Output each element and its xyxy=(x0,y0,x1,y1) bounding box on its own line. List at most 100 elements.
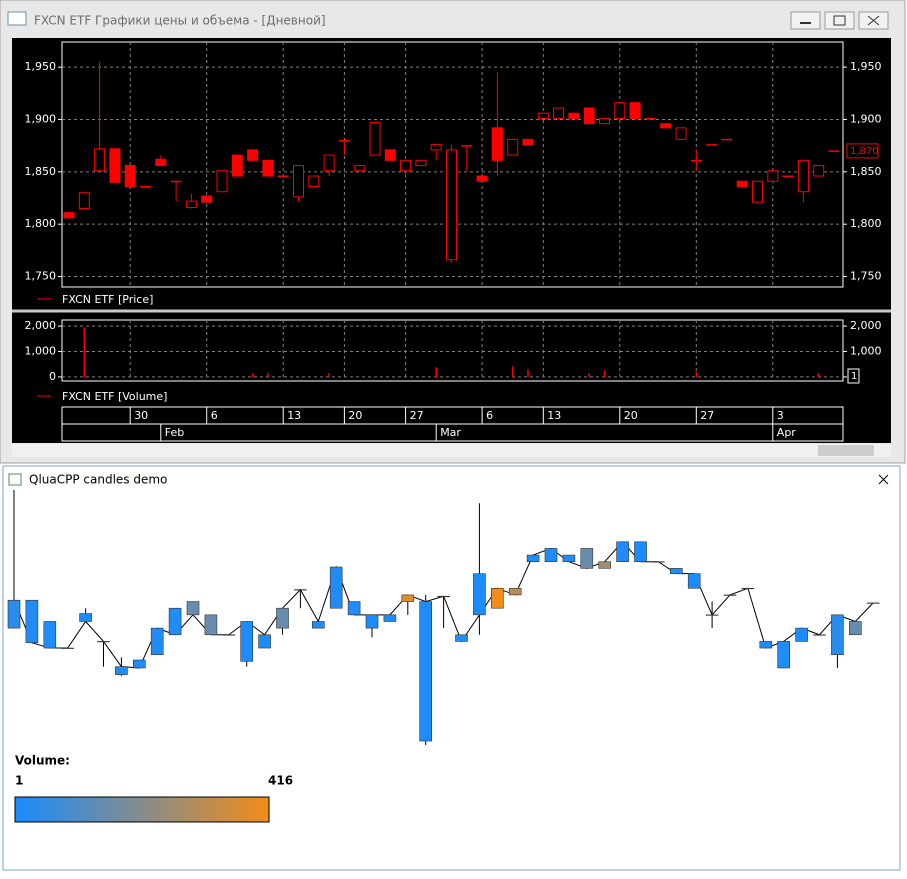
candle-body xyxy=(759,641,773,649)
window-icon xyxy=(7,11,27,26)
candle-body xyxy=(634,541,647,563)
candle-body xyxy=(583,107,595,125)
y-tick-label: 1,750 xyxy=(850,270,882,283)
candle-body xyxy=(629,102,641,119)
candle-body xyxy=(43,621,57,649)
candle-body xyxy=(222,634,236,636)
candle-body xyxy=(186,601,200,616)
day-label: 3 xyxy=(777,409,784,422)
legend-title: Volume: xyxy=(15,754,70,768)
day-label: 13 xyxy=(287,409,301,422)
y-tick-label: 1,000 xyxy=(850,345,882,358)
candle-body xyxy=(276,607,289,629)
candle-body xyxy=(491,127,503,161)
candle-body xyxy=(94,148,106,172)
candle-body xyxy=(247,149,259,161)
candle-body xyxy=(723,594,737,596)
candle-body xyxy=(354,165,366,172)
candle-body xyxy=(752,180,763,203)
candle-body xyxy=(365,614,379,629)
scale-max: 416 xyxy=(268,774,293,788)
candle-body xyxy=(455,634,468,642)
maximize-button[interactable] xyxy=(824,11,855,30)
candle-body xyxy=(216,170,228,193)
candle-body xyxy=(415,159,427,167)
day-label: 27 xyxy=(700,409,714,422)
candle-body xyxy=(580,548,594,569)
y-tick-label: 1,850 xyxy=(25,165,57,178)
y-tick-label: 2,000 xyxy=(25,319,57,332)
last-volume-label: 1 xyxy=(851,371,857,382)
month-label: Apr xyxy=(777,426,797,439)
candle-body xyxy=(400,159,412,172)
candle-body xyxy=(652,561,665,563)
day-label: 13 xyxy=(547,409,561,422)
candle-body xyxy=(311,621,325,629)
candle-body xyxy=(507,138,519,156)
candle-body xyxy=(168,607,182,636)
candle-body xyxy=(473,573,486,616)
window-icon xyxy=(8,473,22,486)
price-frame xyxy=(61,41,844,288)
candle-body xyxy=(446,149,457,261)
candle-body xyxy=(736,180,748,187)
candle-body xyxy=(329,566,343,609)
candle-body xyxy=(201,195,213,203)
candle-body xyxy=(598,561,612,569)
candle-body xyxy=(866,602,880,604)
scrollbar[interactable] xyxy=(12,444,891,457)
scrollbar-thumb[interactable] xyxy=(818,445,874,456)
candle-body xyxy=(795,627,808,642)
max-icon xyxy=(833,15,846,26)
candle-body xyxy=(25,599,39,644)
scale-min: 1 xyxy=(15,774,23,788)
candle-body xyxy=(675,127,687,140)
candle-body xyxy=(476,175,488,182)
volume-frame xyxy=(61,319,844,382)
candle-body xyxy=(97,641,110,643)
y-tick-label: 1,900 xyxy=(850,112,882,125)
candle-body xyxy=(777,641,791,669)
candle-body xyxy=(155,158,167,167)
candle-body xyxy=(419,601,433,742)
candle-body xyxy=(61,647,75,649)
y-tick-label: 1,950 xyxy=(25,60,57,73)
color-scale-bar xyxy=(14,796,270,823)
candle-body xyxy=(721,138,733,141)
candle-body xyxy=(78,192,90,209)
close-button[interactable] xyxy=(878,474,889,485)
day-label: 6 xyxy=(211,409,218,422)
candle-body xyxy=(231,154,243,177)
candle-body xyxy=(384,149,396,161)
candle-body xyxy=(544,548,558,563)
candle-body xyxy=(614,102,626,119)
window-title: FXCN ETF Графики цены и объема - [Дневно… xyxy=(34,14,326,28)
candle-body xyxy=(813,165,825,177)
candle-body xyxy=(369,122,381,156)
candle-body xyxy=(115,666,128,675)
candle-body xyxy=(767,170,779,182)
day-label: 30 xyxy=(134,409,148,422)
candle-body xyxy=(383,614,397,622)
candle-body xyxy=(133,659,146,669)
candle-body xyxy=(338,139,350,142)
candle-body xyxy=(79,613,92,622)
candle-body xyxy=(294,589,307,591)
candle-body xyxy=(782,175,794,178)
candle-body xyxy=(461,145,473,147)
month-label: Feb xyxy=(165,426,184,439)
minimize-button[interactable] xyxy=(790,11,821,30)
y-tick-label: 0 xyxy=(49,370,56,383)
candle-body xyxy=(401,594,415,602)
candle-body xyxy=(537,112,549,119)
candle-body xyxy=(562,554,576,563)
legend-label: FXCN ETF [Price] xyxy=(62,293,153,306)
candle-body xyxy=(437,595,450,598)
candle-body xyxy=(277,175,289,178)
candle-body xyxy=(323,154,335,172)
last-price-box xyxy=(846,143,879,159)
window-title: QluaCPP candles demo xyxy=(29,473,167,487)
candle-body xyxy=(63,212,75,219)
